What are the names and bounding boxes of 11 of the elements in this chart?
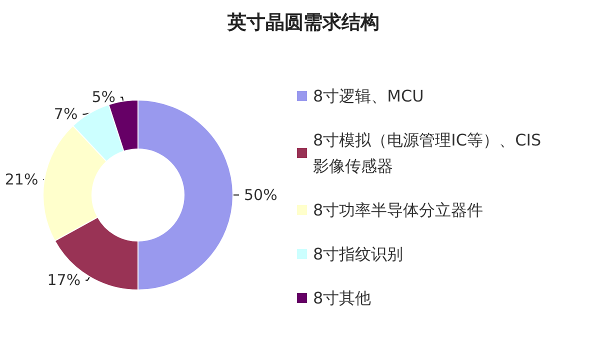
chart-title: 英寸晶圆需求结构 (226, 12, 380, 34)
legend-label: 8寸功率半导体分立器件 (313, 200, 484, 220)
data-label: 17% (47, 271, 81, 290)
data-label: 50% (244, 186, 278, 204)
legend-label: 8寸其他 (313, 288, 372, 308)
data-label: 5% (92, 88, 116, 106)
legend-label: 8寸指纹识别 (313, 244, 404, 264)
data-label: 21% (4, 170, 38, 189)
legend-label: 8寸逻辑、MCU (313, 86, 424, 106)
legend-label: 8寸模拟（电源管理IC等）、CIS影像传感器 (313, 130, 542, 176)
data-label: 7% (54, 105, 78, 124)
